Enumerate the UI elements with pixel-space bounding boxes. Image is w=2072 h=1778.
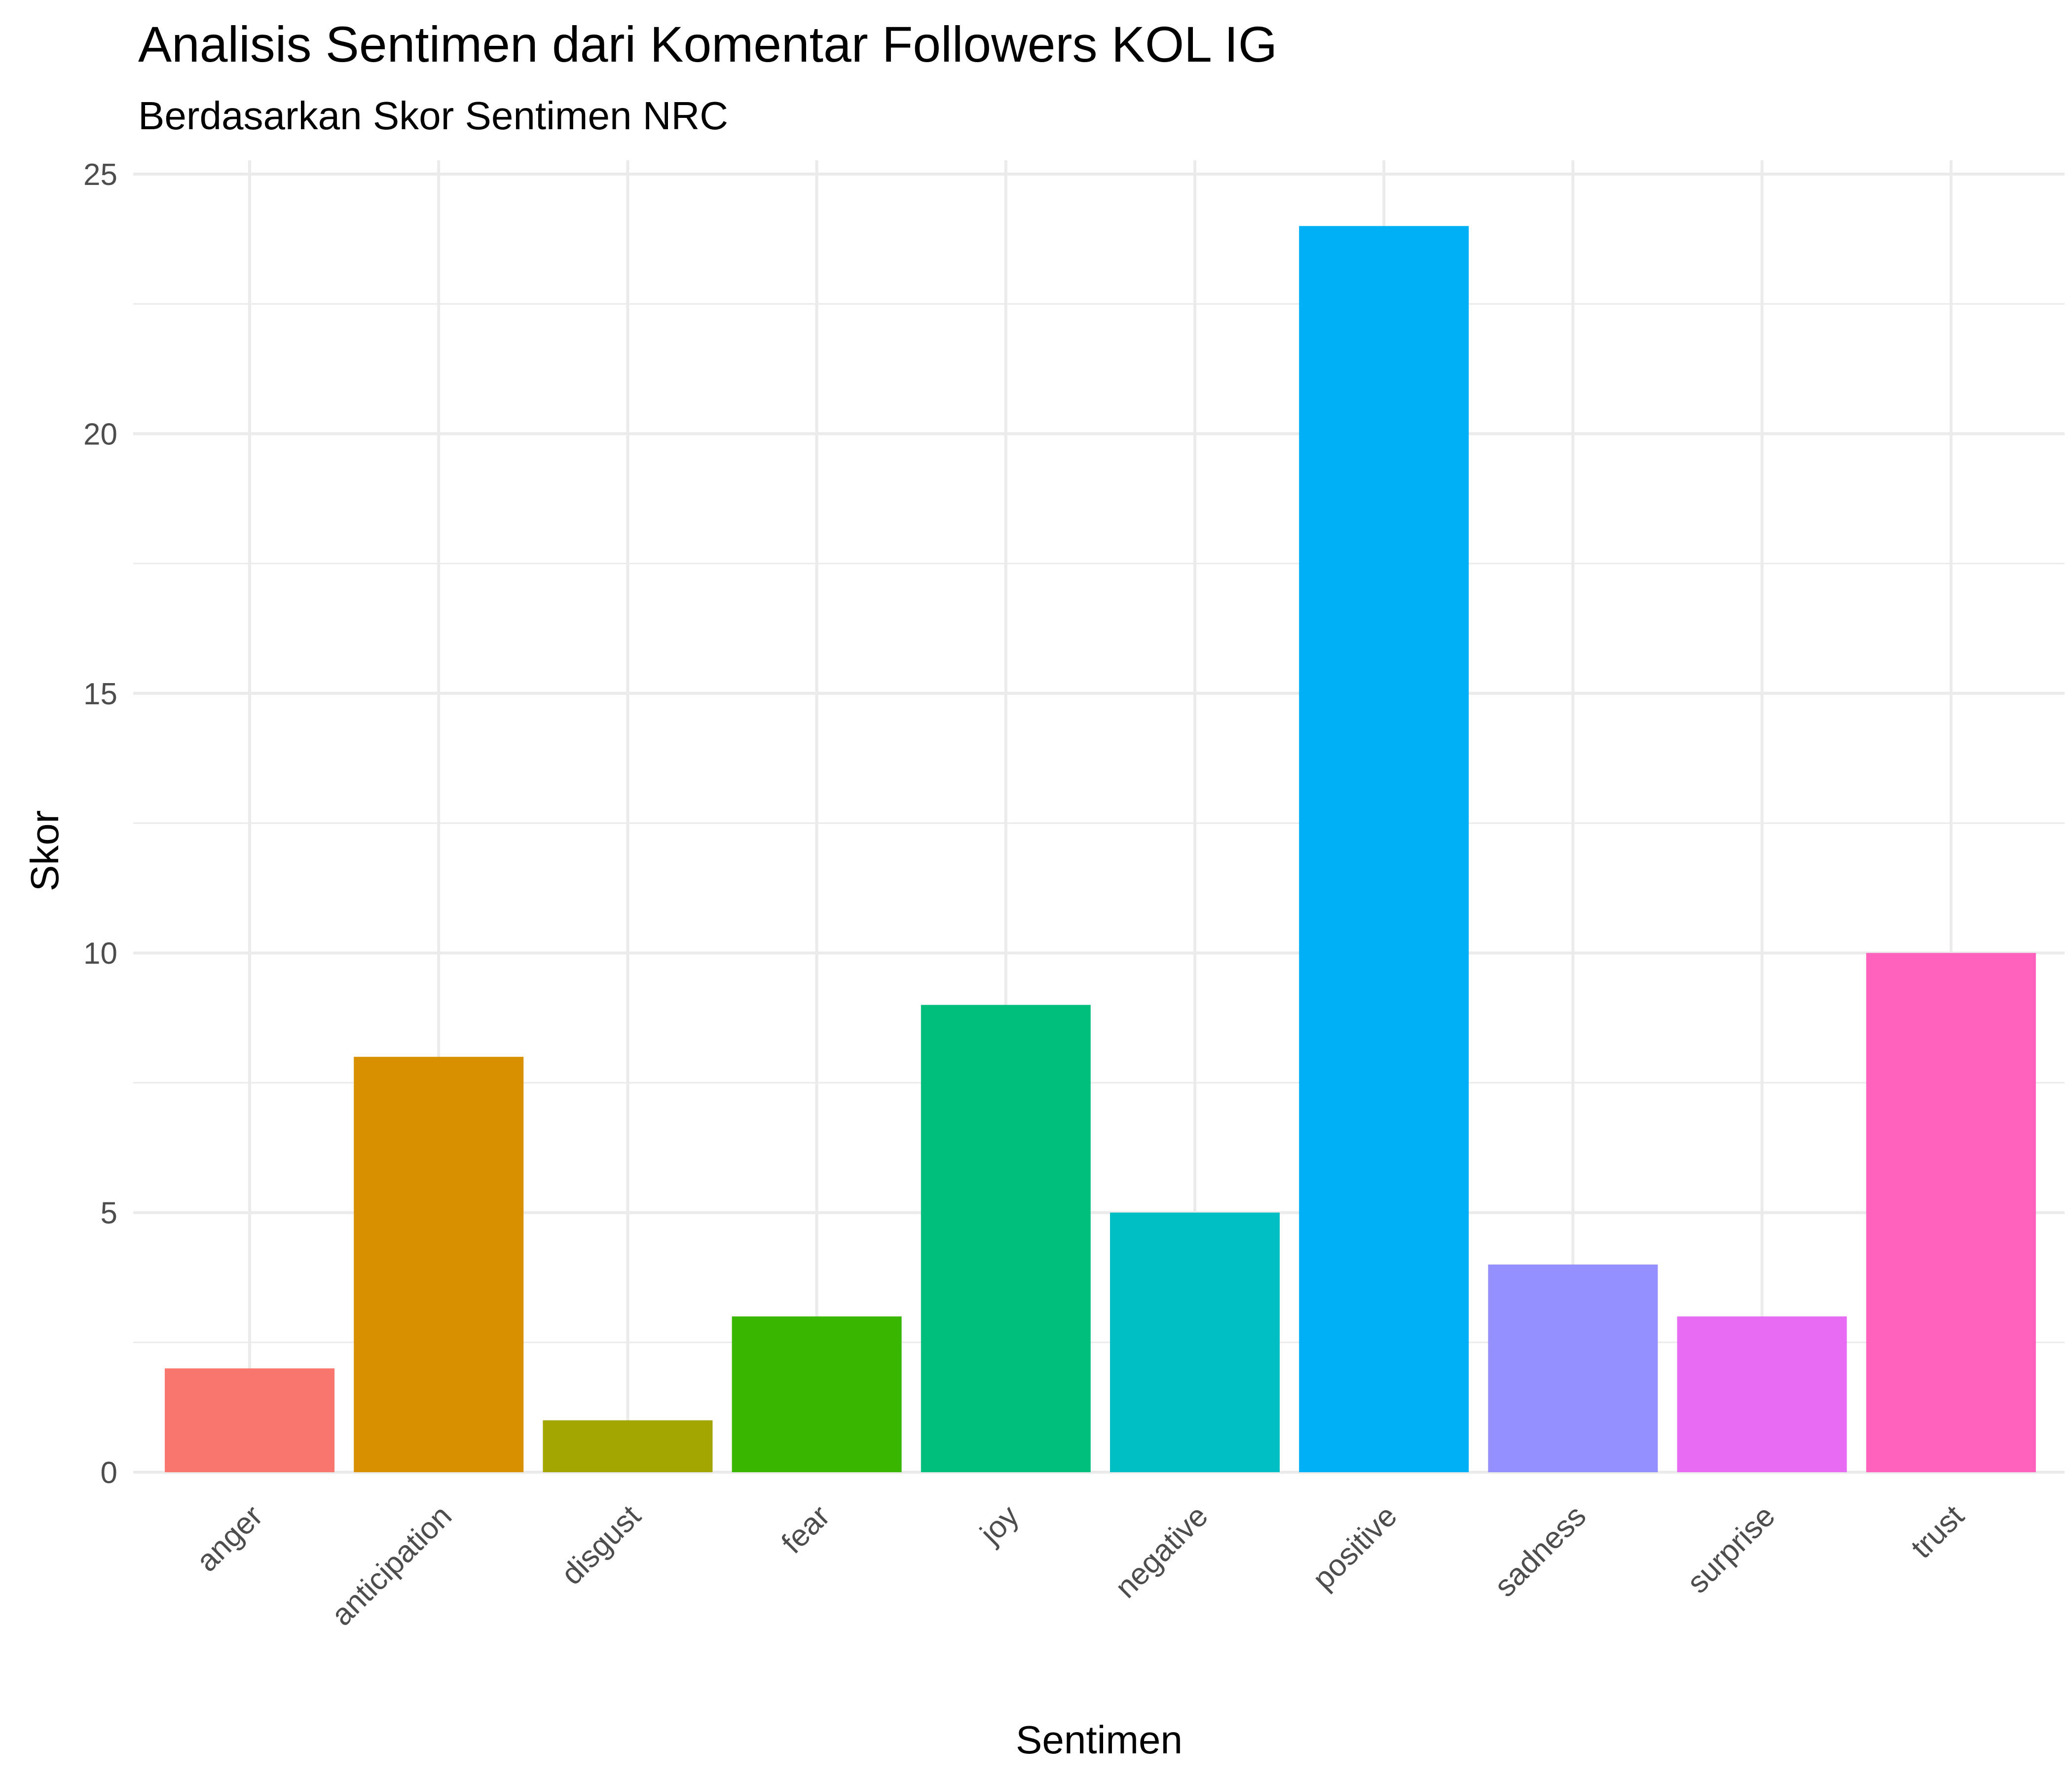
y-axis-title: Skor xyxy=(23,810,67,892)
x-tick-label-positive: positive xyxy=(1306,1499,1404,1596)
x-tick-label-surprise: surprise xyxy=(1681,1499,1782,1600)
bar-trust xyxy=(1866,953,2036,1472)
x-tick-label-joy: joy xyxy=(973,1499,1025,1551)
y-tick-label: 25 xyxy=(83,158,117,192)
bar-positive xyxy=(1299,226,1469,1472)
y-tick-label: 20 xyxy=(83,417,117,451)
bar-joy xyxy=(921,1005,1091,1472)
bar-fear xyxy=(732,1316,902,1472)
chart-subtitle: Berdasarkan Skor Sentimen NRC xyxy=(138,94,728,138)
y-tick-label: 5 xyxy=(101,1197,117,1231)
x-tick-label-fear: fear xyxy=(775,1499,836,1560)
bar-anticipation xyxy=(354,1056,524,1472)
x-axis-ticks: anger anticipation disgust fear joy negative p… xyxy=(190,1499,1971,1633)
bar-surprise xyxy=(1677,1316,1847,1472)
x-tick-label-disgust: disgust xyxy=(555,1499,648,1592)
x-tick-label-trust: trust xyxy=(1905,1499,1971,1565)
bar-disgust xyxy=(543,1420,713,1472)
bar-sadness xyxy=(1488,1264,1658,1472)
x-tick-label-anticipation: anticipation xyxy=(325,1499,459,1633)
bar-negative xyxy=(1110,1212,1280,1472)
y-tick-label: 15 xyxy=(83,677,117,711)
y-tick-label: 10 xyxy=(83,937,117,971)
bars-layer xyxy=(165,226,2036,1472)
x-axis-title: Sentimen xyxy=(1016,1718,1183,1762)
y-tick-label: 0 xyxy=(101,1456,117,1490)
x-tick-label-sadness: sadness xyxy=(1488,1499,1592,1603)
chart-title: Analisis Sentimen dari Komentar Follower… xyxy=(138,16,1277,73)
bar-anger xyxy=(165,1368,334,1472)
x-tick-label-negative: negative xyxy=(1109,1499,1215,1605)
y-axis-ticks: 0 5 10 15 20 25 xyxy=(83,158,117,1490)
x-tick-label-anger: anger xyxy=(190,1499,269,1578)
